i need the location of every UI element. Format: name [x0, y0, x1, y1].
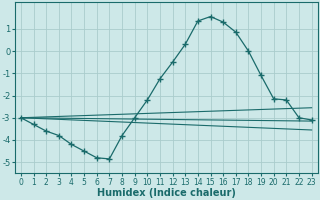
X-axis label: Humidex (Indice chaleur): Humidex (Indice chaleur): [97, 188, 236, 198]
